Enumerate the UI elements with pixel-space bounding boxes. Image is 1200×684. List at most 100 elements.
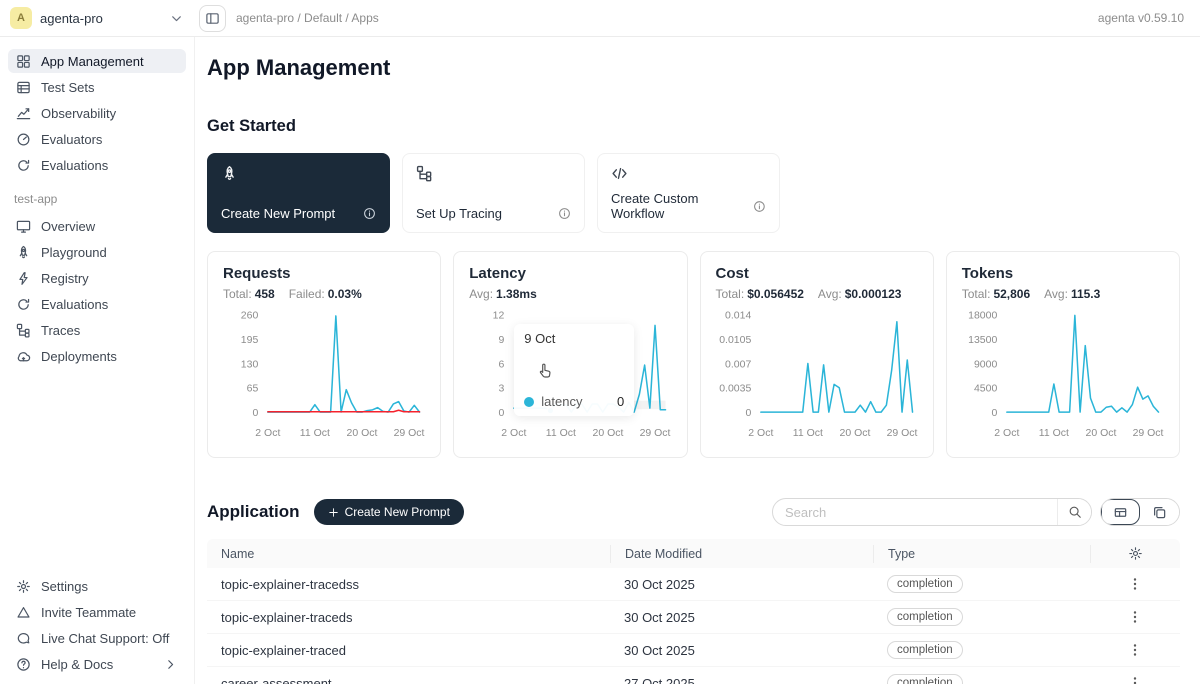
sidebar-item-test-sets[interactable]: Test Sets [8, 75, 186, 99]
rocket-icon [221, 165, 238, 182]
create-custom-workflow-card[interactable]: Create Custom Workflow [597, 153, 780, 233]
sidebar-item-label: Observability [41, 105, 117, 121]
row-menu-kebab-icon[interactable] [1127, 642, 1143, 658]
sidebar-collapse-button[interactable] [199, 4, 226, 32]
sidebar-item-deployments[interactable]: Deployments [8, 344, 186, 368]
svg-text:29 Oct: 29 Oct [1132, 428, 1163, 439]
workspace-selector[interactable]: A agenta-pro [0, 0, 195, 36]
sidebar-item-registry[interactable]: Registry [8, 266, 186, 290]
sidebar-item-playground[interactable]: Playground [8, 240, 186, 264]
svg-text:0: 0 [991, 408, 997, 419]
card-label: Create Custom Workflow [611, 191, 699, 221]
svg-text:9000: 9000 [974, 359, 997, 370]
type-badge: completion [887, 674, 963, 684]
sidebar-item-label: Evaluators [41, 131, 103, 147]
svg-text:2 Oct: 2 Oct [502, 428, 527, 439]
search-button[interactable] [1057, 499, 1091, 525]
latency-chart-card: Latency Avg: 1.38ms 0 3 6 9 12 2 Oct 11 Oct 20 O… [453, 251, 688, 458]
chart-title: Tokens [961, 265, 1014, 282]
table-header: Name Date Modified Type [207, 539, 1180, 568]
sidebar-item-label: Evaluations [41, 296, 109, 312]
sidebar-item-label: Registry [41, 270, 89, 286]
row-menu-kebab-icon[interactable] [1127, 576, 1143, 592]
requests-chart-card: Requests Total: 458 Failed: 0.03% 0 65 130 19… [207, 251, 442, 458]
requests-line-chart[interactable]: 0 65 130 195 260 2 Oct 11 Oct 20 Oct 29 Oct [223, 303, 425, 443]
sidebar-item-overview[interactable]: Overview [8, 214, 186, 238]
cost-chart-card: Cost Total: $0.056452 Avg: $0.000123 0 0.00… [699, 251, 934, 458]
type-badge: completion [887, 641, 963, 659]
cursor-pointer-icon [536, 362, 553, 379]
svg-text:9: 9 [499, 335, 505, 346]
column-header-name[interactable]: Name [221, 546, 255, 561]
svg-text:11 Oct: 11 Oct [300, 428, 330, 439]
svg-text:2 Oct: 2 Oct [255, 428, 280, 439]
chart-title: Latency [469, 265, 526, 282]
svg-text:29 Oct: 29 Oct [886, 428, 917, 439]
sidebar-item-app-evaluations[interactable]: Evaluations [8, 292, 186, 316]
svg-text:12: 12 [493, 311, 505, 322]
gear-icon [16, 579, 31, 594]
view-toggle [1100, 498, 1180, 526]
table-row[interactable]: topic-explainer-traced 30 Oct 2025 compl… [207, 634, 1180, 667]
row-menu-kebab-icon[interactable] [1127, 609, 1143, 625]
table-view-button[interactable] [1101, 499, 1140, 525]
table-view-icon [1113, 505, 1128, 520]
column-header-date-modified[interactable]: Date Modified [610, 544, 873, 563]
workspace-name: agenta-pro [40, 10, 103, 26]
create-new-prompt-button[interactable]: Create New Prompt [313, 499, 464, 525]
card-view-button[interactable] [1140, 499, 1179, 525]
sidebar-item-help-docs[interactable]: Help & Docs [8, 652, 186, 676]
gauge-icon [16, 132, 31, 147]
set-up-tracing-card[interactable]: Set Up Tracing [402, 153, 585, 233]
create-new-prompt-card[interactable]: Create New Prompt [207, 153, 390, 233]
svg-text:195: 195 [241, 335, 259, 346]
sidebar-section-test-app: test-app [14, 192, 58, 206]
table-row[interactable]: topic-explainer-tracedss 30 Oct 2025 com… [207, 568, 1180, 601]
tooltip-date: 9 Oct [524, 331, 556, 346]
svg-text:18000: 18000 [968, 311, 997, 322]
info-icon[interactable] [363, 207, 376, 220]
app-date: 30 Oct 2025 [624, 609, 695, 625]
svg-text:0.007: 0.007 [725, 359, 751, 370]
chart-title: Cost [715, 265, 749, 282]
chevron-down-icon [169, 11, 184, 26]
svg-text:0.0035: 0.0035 [719, 384, 751, 395]
sidebar-item-label: Test Sets [41, 79, 95, 95]
sidebar-item-observability[interactable]: Observability [8, 101, 186, 125]
refresh-icon [16, 297, 31, 312]
sidebar-item-label: Traces [41, 322, 81, 338]
table-row[interactable]: topic-explainer-traceds 30 Oct 2025 comp… [207, 601, 1180, 634]
table-row[interactable]: career-assessment 27 Oct 2025 completion [207, 667, 1180, 684]
cloud-icon [16, 349, 31, 364]
monitor-icon [16, 219, 31, 234]
get-started-heading: Get Started [207, 117, 296, 135]
sidebar-item-evaluators[interactable]: Evaluators [8, 127, 186, 151]
sidebar-item-invite-teammate[interactable]: Invite Teammate [8, 600, 186, 624]
sidebar-item-live-chat-support[interactable]: Live Chat Support: Off [8, 626, 186, 650]
code-icon [611, 165, 628, 182]
refresh-icon [16, 158, 31, 173]
cost-line-chart[interactable]: 0 0.0035 0.007 0.0105 0.014 2 Oct 11 Oct 20 Oct… [716, 303, 918, 443]
sidebar-item-traces[interactable]: Traces [8, 318, 186, 342]
tokens-line-chart[interactable]: 0 4500 9000 13500 18000 2 Oct 11 Oct 20 Oct 29 O… [962, 303, 1164, 443]
info-icon[interactable] [753, 200, 766, 213]
sidebar-item-evaluations[interactable]: Evaluations [8, 153, 186, 177]
panel-icon [205, 11, 220, 26]
sidebar-item-app-management[interactable]: App Management [8, 49, 186, 73]
search-icon [1068, 505, 1082, 519]
svg-text:11 Oct: 11 Oct [792, 428, 822, 439]
column-header-type[interactable]: Type [873, 544, 1090, 563]
sidebar-item-label: Deployments [41, 348, 117, 364]
tokens-chart-card: Tokens Total: 52,806 Avg: 115.3 0 4500 9000 1… [945, 251, 1180, 458]
info-icon[interactable] [558, 207, 571, 220]
table-settings-gear-icon[interactable] [1128, 546, 1143, 561]
version-label: agenta v0.59.10 [1097, 11, 1184, 25]
tooltip-value: 0 [617, 394, 625, 409]
row-menu-kebab-icon[interactable] [1127, 675, 1143, 684]
search-input[interactable] [773, 504, 1057, 520]
svg-text:65: 65 [247, 384, 259, 395]
list-icon [16, 80, 31, 95]
app-name: topic-explainer-traced [221, 642, 347, 658]
rocket-icon [16, 245, 31, 260]
sidebar-item-settings[interactable]: Settings [8, 574, 186, 598]
